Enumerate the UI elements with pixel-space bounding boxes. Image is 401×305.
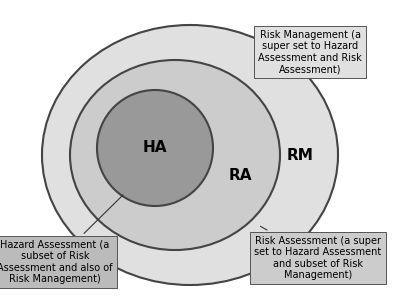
Text: Risk Assessment (a super
set to Hazard Assessment
and subset of Risk
Management): Risk Assessment (a super set to Hazard A… (254, 226, 382, 280)
Text: RA: RA (228, 167, 252, 182)
Text: Risk Management (a
super set to Hazard
Assessment and Risk
Assessment): Risk Management (a super set to Hazard A… (258, 30, 362, 74)
Text: HA: HA (143, 141, 167, 156)
Text: RM: RM (287, 148, 314, 163)
Text: Hazard Assessment (a
subset of Risk
Assessment and also of
Risk Management): Hazard Assessment (a subset of Risk Asse… (0, 195, 123, 284)
Ellipse shape (70, 60, 280, 250)
Ellipse shape (42, 25, 338, 285)
Ellipse shape (97, 90, 213, 206)
